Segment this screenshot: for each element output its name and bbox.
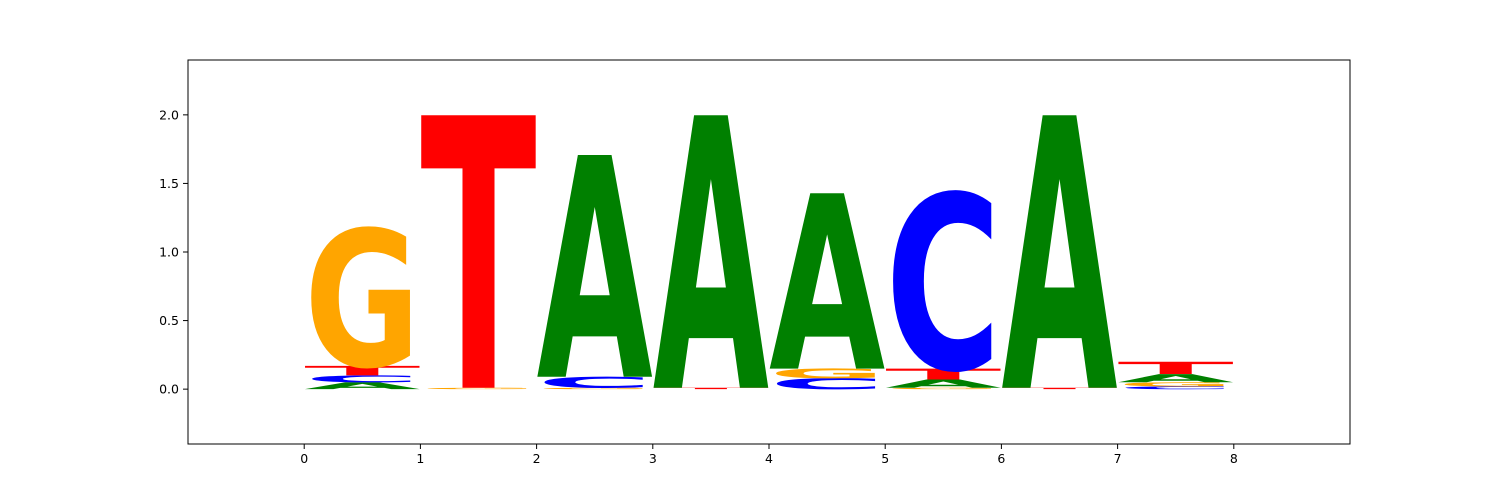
x-tick-label: 4 bbox=[765, 451, 773, 466]
logo-letter-a-pos-4: A bbox=[769, 147, 885, 426]
logo-letter-g-pos-4: G bbox=[769, 366, 885, 381]
logo-letter-a-pos-6: A bbox=[1001, 42, 1118, 477]
logo-letter-a-pos-3: A bbox=[653, 42, 770, 477]
logo-letter-g-pos-0: G bbox=[304, 193, 420, 411]
x-tick-label: 8 bbox=[1230, 451, 1238, 466]
x-tick-label: 0 bbox=[300, 451, 308, 466]
logo-letter-c-pos-2: C bbox=[537, 374, 653, 392]
logo-letter-c-pos-5: C bbox=[885, 147, 1001, 426]
logo-letter-a-pos-2: A bbox=[537, 94, 653, 449]
y-tick-label: 0.0 bbox=[159, 382, 179, 397]
x-tick-label: 7 bbox=[1114, 451, 1122, 466]
logo-letter-g-pos-5: G bbox=[885, 387, 1001, 389]
logo-letter-a-pos-0: A bbox=[304, 381, 421, 392]
x-tick-label: 5 bbox=[881, 451, 889, 466]
logo-letter-g-pos-2: G bbox=[537, 387, 653, 389]
x-tick-label: 3 bbox=[649, 451, 657, 466]
logo-letter-g-pos-7: G bbox=[1118, 381, 1234, 388]
y-tick-label: 1.0 bbox=[159, 245, 179, 260]
axes: 0 1 2 3 4 5 6 7 8 0.0 0.5 1.0 1.5 2.0 bbox=[159, 59, 1351, 466]
y-tick-label: 2.0 bbox=[159, 107, 179, 122]
logo-letter-c-pos-4: C bbox=[769, 375, 885, 393]
logo-letter-t-pos-3: T bbox=[653, 387, 770, 389]
logo-letter-t-pos-0: T bbox=[304, 363, 420, 378]
y-tick-label: 0.5 bbox=[159, 313, 179, 328]
logo-letter-g-pos-1: G bbox=[420, 387, 536, 389]
x-tick-label: 6 bbox=[997, 451, 1005, 466]
x-tick-label: 2 bbox=[533, 451, 541, 466]
logo-letter-a-pos-5: A bbox=[885, 377, 1001, 390]
logo-letter-t-pos-5: T bbox=[885, 366, 1001, 384]
logo-letter-a-pos-7: A bbox=[1118, 372, 1234, 385]
logo-letter-t-pos-1: T bbox=[420, 42, 537, 477]
x-tick-label: 1 bbox=[416, 451, 424, 466]
logo-letter-t-pos-6: T bbox=[1001, 387, 1118, 389]
logo-letter-c-pos-7: C bbox=[1118, 386, 1234, 390]
logo-letter-t-pos-7: T bbox=[1118, 358, 1234, 378]
logo-letter-c-pos-0: C bbox=[304, 374, 420, 385]
y-tick-label: 1.5 bbox=[159, 176, 179, 191]
